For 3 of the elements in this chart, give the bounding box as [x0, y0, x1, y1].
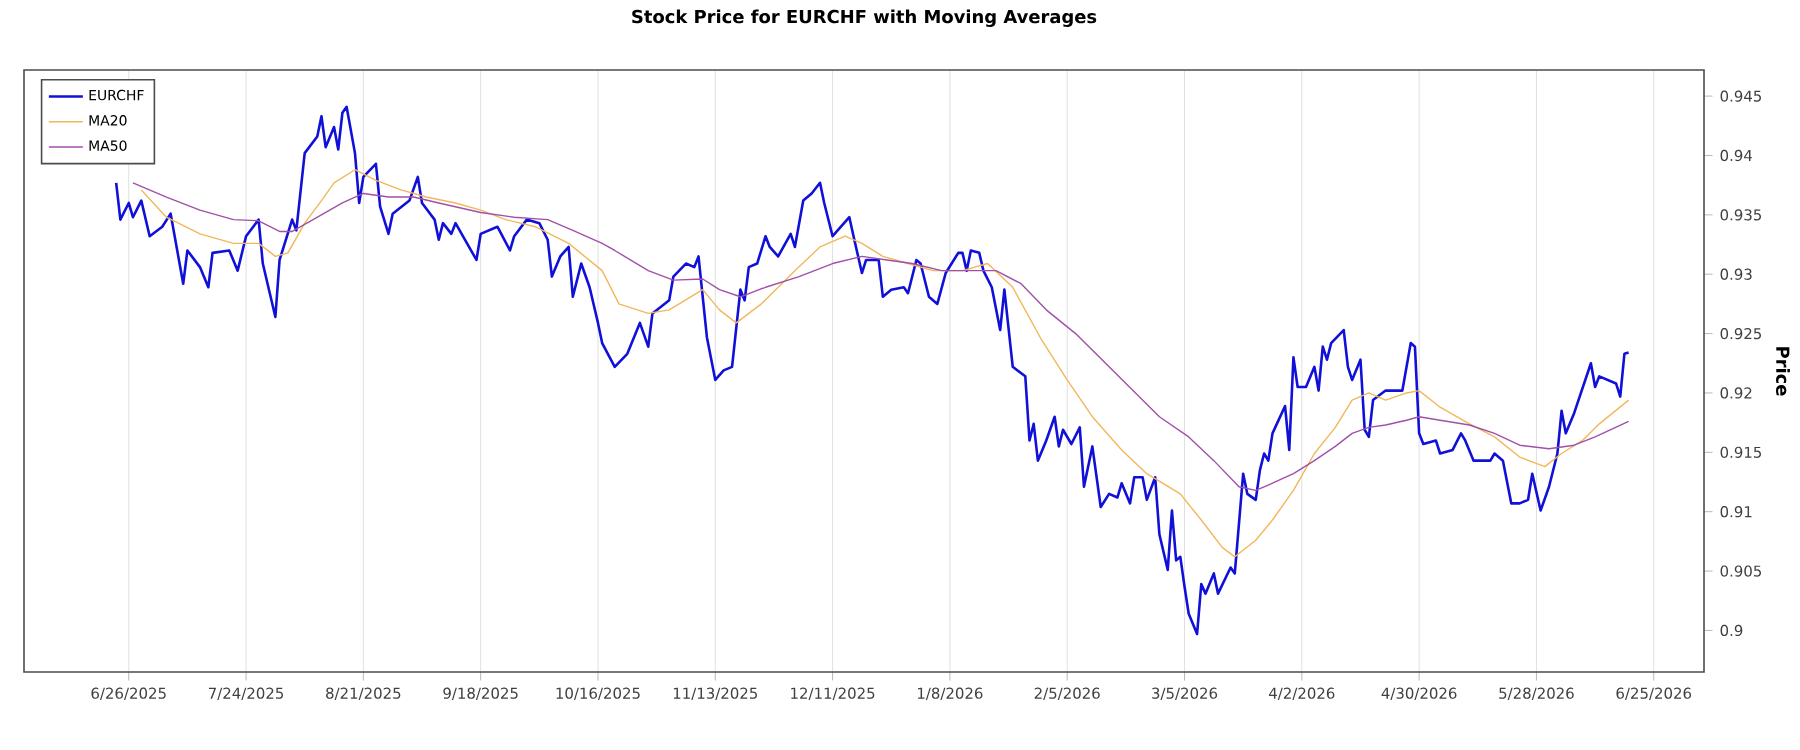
y-axis-title: Price: [1776, 347, 1790, 396]
line-series: [140, 169, 1630, 558]
chart-title: Stock Price for EURCHF with Moving Averages: [632, 9, 1097, 27]
